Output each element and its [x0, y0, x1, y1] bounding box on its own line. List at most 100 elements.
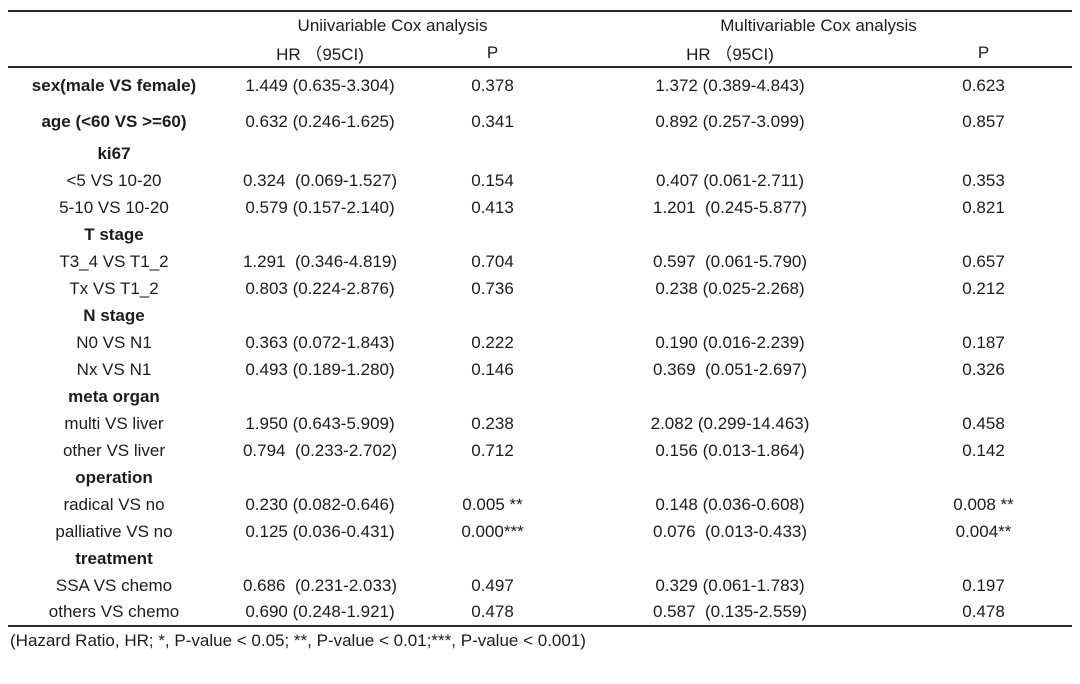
- table-row: operation: [8, 464, 1072, 491]
- multi-p-cell: 0.004**: [955, 521, 1012, 541]
- multi-hr-cell: [565, 383, 895, 410]
- uni-hr-cell: 0.690 (0.248-1.921): [220, 599, 420, 627]
- multi-p-cell: 0.353: [962, 170, 1005, 190]
- multi-hr-cell: 2.082 (0.299-14.463): [650, 413, 810, 433]
- group-header-row: Uniivariable Cox analysis Multivariable …: [8, 11, 1072, 39]
- multi-p-cell: 0.623: [962, 76, 1005, 95]
- table-row: SSA VS chemo 0.686 (0.231-2.033) 0.497 0.32…: [8, 572, 1072, 599]
- multi-p-cell: [895, 302, 1072, 329]
- uni-hr-cell: 1.449 (0.635-3.304): [245, 76, 395, 95]
- multi-hr-column-header: HR （95CI): [565, 39, 896, 68]
- uni-p-cell: [420, 545, 565, 572]
- multi-p-cell: 0.212: [962, 278, 1005, 298]
- variable-cell: others VS chemo: [8, 599, 220, 627]
- variable-cell: SSA VS chemo: [55, 575, 173, 595]
- uni-hr-cell: [220, 383, 420, 410]
- multi-p-cell: [895, 464, 1072, 491]
- table-row: multi VS liver 1.950 (0.643-5.909) 0.238 2.…: [8, 410, 1072, 437]
- multi-hr-cell: [565, 464, 895, 491]
- variable-cell: meta organ: [68, 386, 160, 406]
- uni-hr-cell: 0.363 (0.072-1.843): [245, 332, 395, 352]
- table-row: other VS liver 0.794 (0.233-2.702) 0.712 0.…: [8, 437, 1072, 464]
- multi-hr-cell: 0.329 (0.061-1.783): [655, 575, 805, 595]
- multi-hr-cell: 0.587 (0.135-2.559): [565, 599, 896, 627]
- uni-hr-cell: [220, 545, 420, 572]
- multi-hr-cell: 0.156 (0.013-1.864): [655, 440, 805, 460]
- table-row: sex(male VS female) 1.449 (0.635-3.304) 0.…: [8, 67, 1072, 104]
- uni-hr-cell: 0.125 (0.036-0.431): [245, 521, 395, 541]
- uni-p-cell: 0.478: [420, 599, 566, 627]
- uni-p-cell: 0.238: [471, 413, 514, 433]
- multi-hr-cell: [565, 302, 895, 329]
- column-header-row: HR （95CI) P HR （95CI) P: [8, 39, 1073, 68]
- variable-cell: radical VS no: [63, 494, 165, 514]
- uni-p-cell: [420, 221, 565, 248]
- table-row: age (<60 VS >=60) 0.632 (0.246-1.625) 0.34…: [8, 104, 1072, 140]
- uni-p-cell: [420, 464, 565, 491]
- multi-hr-cell: 0.148 (0.036-0.608): [655, 494, 805, 514]
- cox-analysis-table: Uniivariable Cox analysis Multivariable …: [8, 10, 1073, 627]
- cox-analysis-table-sheet: Uniivariable Cox analysis Multivariable …: [8, 0, 1073, 651]
- uni-hr-cell: [220, 140, 420, 167]
- variable-cell: ki67: [97, 143, 131, 163]
- uni-p-cell: 0.146: [471, 359, 514, 379]
- multi-p-cell: [895, 383, 1072, 410]
- table-row: ki67: [8, 140, 1072, 167]
- uni-hr-cell: 0.324 (0.069-1.527): [242, 170, 398, 190]
- univariable-group-header: Uniivariable Cox analysis: [297, 15, 488, 35]
- multi-hr-cell: [565, 545, 895, 572]
- variable-cell: sex(male VS female): [31, 76, 197, 95]
- uni-p-cell: [420, 140, 565, 167]
- multi-hr-cell: 0.369 (0.051-2.697): [652, 359, 808, 379]
- table-row: Nx VS N1 0.493 (0.189-1.280) 0.146 0.369 (0…: [8, 356, 1072, 383]
- multi-p-cell: 0.458: [962, 413, 1005, 433]
- uni-hr-cell: 0.493 (0.189-1.280): [245, 359, 395, 379]
- variable-cell: T3_4 VS T1_2: [59, 251, 169, 271]
- table-body: sex(male VS female) 1.449 (0.635-3.304) 0.…: [8, 67, 1073, 627]
- multi-hr-cell: [565, 140, 895, 167]
- empty-corner-cell: [8, 11, 220, 39]
- table-row: T3_4 VS T1_2 1.291 (0.346-4.819) 0.704 0.59…: [8, 248, 1072, 275]
- table-row: N stage: [8, 302, 1072, 329]
- multi-hr-cell: 0.407 (0.061-2.711): [655, 170, 805, 190]
- uni-p-cell: [420, 302, 565, 329]
- multi-hr-cell: 0.892 (0.257-3.099): [655, 112, 805, 131]
- uni-p-cell: 0.222: [471, 332, 514, 352]
- uni-hr-column-header: HR （95CI): [220, 39, 420, 68]
- uni-hr-cell: 1.291 (0.346-4.819): [242, 251, 398, 271]
- multi-p-cell: [895, 140, 1072, 167]
- table-row: T stage: [8, 221, 1072, 248]
- uni-p-cell: 0.413: [471, 197, 514, 217]
- uni-hr-cell: [220, 464, 420, 491]
- uni-hr-cell: 0.632 (0.246-1.625): [245, 112, 395, 131]
- variable-column-header: [8, 39, 220, 68]
- uni-p-cell: 0.736: [471, 278, 514, 298]
- variable-cell: T stage: [84, 224, 144, 244]
- multi-hr-cell: 0.190 (0.016-2.239): [655, 332, 805, 352]
- table-row: others VS chemo 0.690 (0.248-1.921) 0.478 0…: [8, 599, 1073, 627]
- multi-hr-cell: 0.238 (0.025-2.268): [655, 278, 805, 298]
- variable-cell: age (<60 VS >=60): [41, 112, 187, 131]
- table-row: Tx VS T1_2 0.803 (0.224-2.876) 0.736 0.238 …: [8, 275, 1072, 302]
- variable-cell: Nx VS N1: [76, 359, 152, 379]
- uni-hr-cell: [220, 302, 420, 329]
- uni-p-cell: 0.005 **: [462, 494, 523, 514]
- uni-p-cell: 0.154: [471, 170, 514, 190]
- variable-cell: treatment: [75, 548, 153, 568]
- multi-hr-cell: 0.597 (0.061-5.790): [652, 251, 808, 271]
- multi-p-cell: [895, 545, 1072, 572]
- uni-p-cell: 0.712: [471, 440, 514, 460]
- variable-cell: multi VS liver: [64, 413, 164, 433]
- table-row: 5-10 VS 10-20 0.579 (0.157-2.140) 0.413 1.2…: [8, 194, 1072, 221]
- multi-hr-cell: [565, 221, 895, 248]
- uni-p-cell: 0.497: [471, 575, 514, 595]
- table-footnote: (Hazard Ratio, HR; *, P-value < 0.05; **…: [10, 631, 586, 650]
- multi-p-cell: 0.857: [962, 112, 1005, 131]
- multi-p-cell: 0.187: [962, 332, 1005, 352]
- uni-p-cell: 0.378: [471, 76, 514, 95]
- uni-hr-cell: 1.950 (0.643-5.909): [245, 413, 395, 433]
- table-row: palliative VS no 0.125 (0.036-0.431) 0.000…: [8, 518, 1072, 545]
- variable-cell: palliative VS no: [55, 521, 173, 541]
- variable-cell: other VS liver: [62, 440, 166, 460]
- uni-p-cell: 0.000***: [461, 521, 524, 541]
